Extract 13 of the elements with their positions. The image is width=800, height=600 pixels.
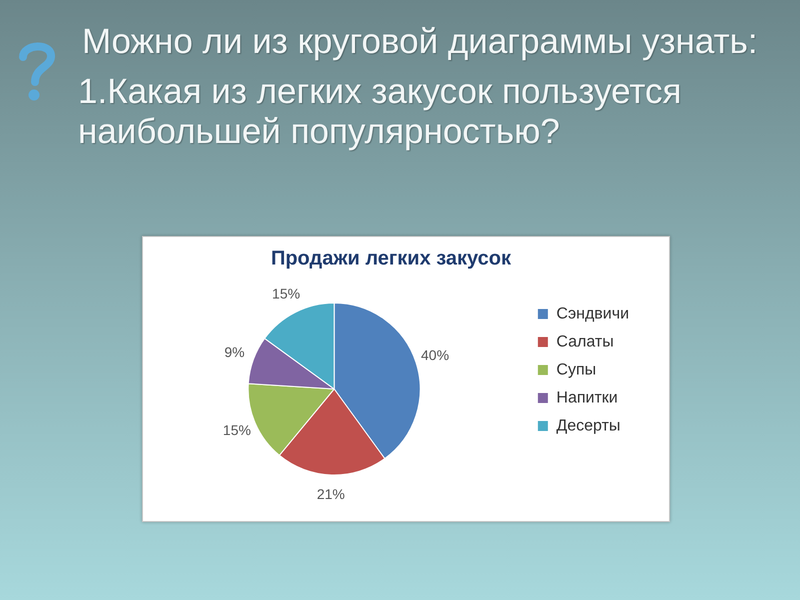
data-label: 40% [420,347,450,364]
legend-label: Напитки [556,389,618,406]
data-label: 15% [222,422,251,438]
data-label: 9% [224,344,245,360]
legend-label: Десерты [556,417,620,434]
legend-label: Сэндвичи [556,305,630,322]
text: 1.Какая из легких закусок пользуется наибольшей популярностью? [78,72,683,152]
data-label: 21% [316,486,345,502]
chart-title: Продажи легких закусок [270,248,512,270]
legend-label: Супы [556,361,596,378]
text: Можно ли из круговой диаграммы узнать: [82,22,759,62]
data-label: 15% [272,285,300,302]
legend-label: Салаты [556,333,614,350]
